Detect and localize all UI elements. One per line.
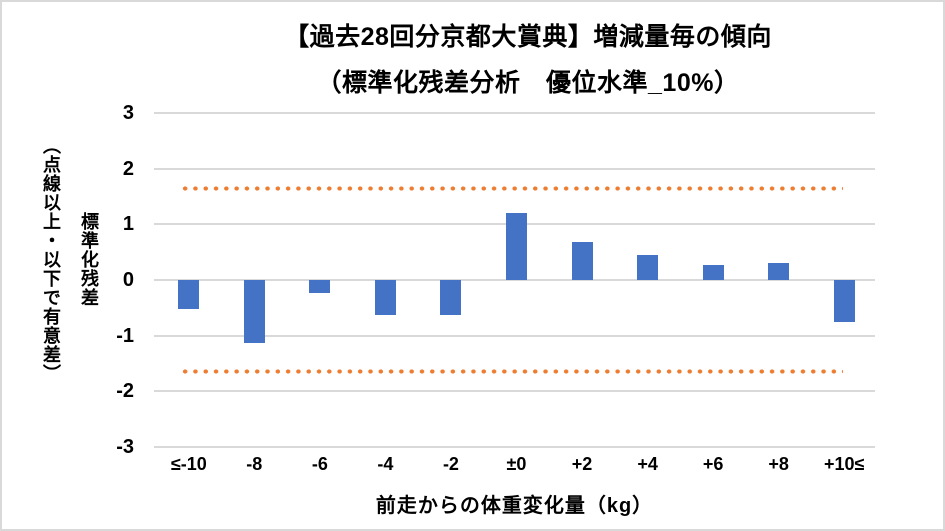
y-tick-label-0: 0 bbox=[122, 269, 134, 291]
x-tick-label-+8: +8 bbox=[768, 454, 789, 474]
y-tick-label--1: -1 bbox=[116, 324, 134, 347]
gridline-y--1 bbox=[154, 334, 875, 337]
x-tick-label-≤-10: ≤-10 bbox=[170, 454, 207, 474]
y-tick-label-3: 3 bbox=[122, 102, 134, 124]
bar-+4 bbox=[637, 254, 659, 280]
y-tick-label--2: -2 bbox=[116, 380, 134, 403]
x-tick-label-+4: +4 bbox=[637, 454, 658, 474]
threshold-line-upper bbox=[180, 185, 843, 191]
plot-area bbox=[154, 112, 875, 448]
x-tick-label-+6: +6 bbox=[702, 454, 724, 474]
bar-+2 bbox=[571, 241, 593, 280]
gridline-y-2 bbox=[154, 167, 875, 170]
chart-title-line1: 【過去28回分京都大賞典】増減量毎の傾向 bbox=[284, 23, 772, 51]
x-tick-label--6: -6 bbox=[311, 454, 328, 474]
bar-+8 bbox=[768, 263, 790, 280]
x-tick-label-+2: +2 bbox=[571, 454, 593, 474]
gridline-y-0 bbox=[154, 279, 875, 281]
chart-title: 【過去28回分京都大賞典】増減量毎の傾向 （標準化残差分析 優位水準_10%） bbox=[117, 14, 939, 106]
bar-+10≤ bbox=[833, 280, 855, 323]
x-tick-label-+10≤: +10≤ bbox=[824, 454, 865, 474]
x-tick-label-±0: ±0 bbox=[506, 454, 527, 474]
chart-title-line2: （標準化残差分析 優位水準_10%） bbox=[316, 69, 740, 97]
gridline-y--3 bbox=[154, 446, 875, 448]
threshold-line-lower bbox=[180, 369, 843, 375]
y-axis-title: 標準化残差 （点線以上・以下で有意差） bbox=[26, 92, 108, 427]
bar--4 bbox=[374, 280, 396, 316]
y-axis-title-main: 標準化残差 bbox=[79, 212, 99, 307]
x-tick-label--8: -8 bbox=[246, 454, 263, 474]
y-tick-label--3: -3 bbox=[116, 436, 134, 458]
gridline-y--2 bbox=[154, 390, 875, 393]
x-axis-tick-labels: ≤-10 -8 -6 -4 -2 ±0 +2 +4 +6 +8 +10≤ bbox=[154, 453, 875, 479]
y-tick-label-1: 1 bbox=[122, 213, 134, 236]
bar--2 bbox=[440, 280, 462, 315]
bar-+6 bbox=[702, 264, 724, 280]
gridline-y-3 bbox=[154, 112, 875, 114]
x-tick-label--4: -4 bbox=[377, 454, 394, 474]
y-axis-title-note: （点線以上・以下で有意差） bbox=[41, 136, 61, 383]
bar--8 bbox=[243, 280, 265, 343]
y-tick-label-2: 2 bbox=[122, 157, 134, 180]
bar--6 bbox=[309, 280, 331, 294]
y-axis-tick-labels: 3 2 1 0 -1 -2 -3 bbox=[62, 102, 134, 458]
x-tick-label--2: -2 bbox=[442, 454, 459, 474]
x-axis-title: 前走からの体重変化量（kg） bbox=[375, 495, 654, 517]
bar-±0 bbox=[506, 213, 527, 280]
bar-≤-10 bbox=[178, 280, 200, 309]
